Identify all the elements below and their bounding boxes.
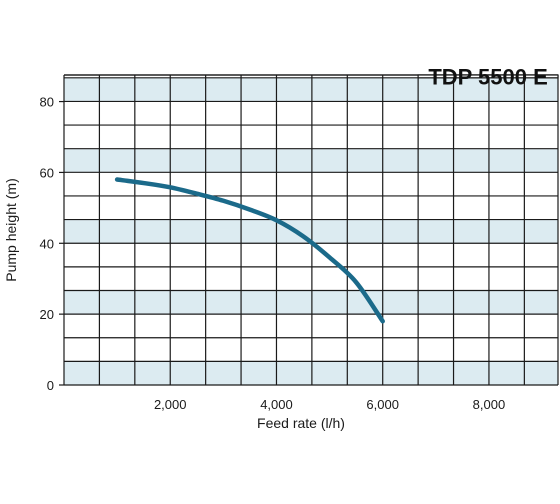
y-tick-label: 20 bbox=[40, 307, 54, 322]
x-tick-label: 2,000 bbox=[154, 397, 187, 412]
title-box: TDP 5500 E bbox=[417, 64, 559, 89]
series-line bbox=[114, 177, 385, 324]
grid-band bbox=[64, 290, 558, 315]
grid-band bbox=[64, 266, 558, 291]
x-tick-label: 8,000 bbox=[473, 397, 506, 412]
y-axis-label: Pump height (m) bbox=[3, 178, 19, 281]
y-tick-label: 80 bbox=[40, 95, 54, 110]
grid-band bbox=[64, 361, 558, 385]
series-layer bbox=[114, 177, 385, 324]
grid-band bbox=[64, 314, 558, 338]
grid-band bbox=[64, 125, 558, 149]
x-axis-label: Feed rate (l/h) bbox=[257, 415, 345, 431]
grid-band bbox=[64, 243, 558, 267]
x-tick-label: 6,000 bbox=[366, 397, 399, 412]
x-axis-ticks: 2,000 4,000 6,000 8,000 bbox=[154, 397, 505, 412]
grid-band bbox=[64, 148, 558, 173]
grid-band bbox=[64, 337, 558, 362]
grid-lines bbox=[63, 74, 559, 386]
background-bands bbox=[64, 75, 558, 385]
grid-band bbox=[64, 77, 558, 102]
grid-band bbox=[64, 195, 558, 220]
y-tick-label: 0 bbox=[47, 378, 54, 393]
y-axis-ticks: 0 20 40 60 80 bbox=[40, 95, 64, 393]
grid-band bbox=[64, 75, 558, 78]
title-box-background bbox=[417, 74, 559, 79]
y-tick-label: 60 bbox=[40, 165, 54, 180]
y-tick-label: 40 bbox=[40, 236, 54, 251]
grid-band bbox=[64, 101, 558, 126]
x-tick-label: 4,000 bbox=[260, 397, 293, 412]
grid-band bbox=[64, 219, 558, 244]
chart-title: TDP 5500 E bbox=[428, 64, 547, 89]
